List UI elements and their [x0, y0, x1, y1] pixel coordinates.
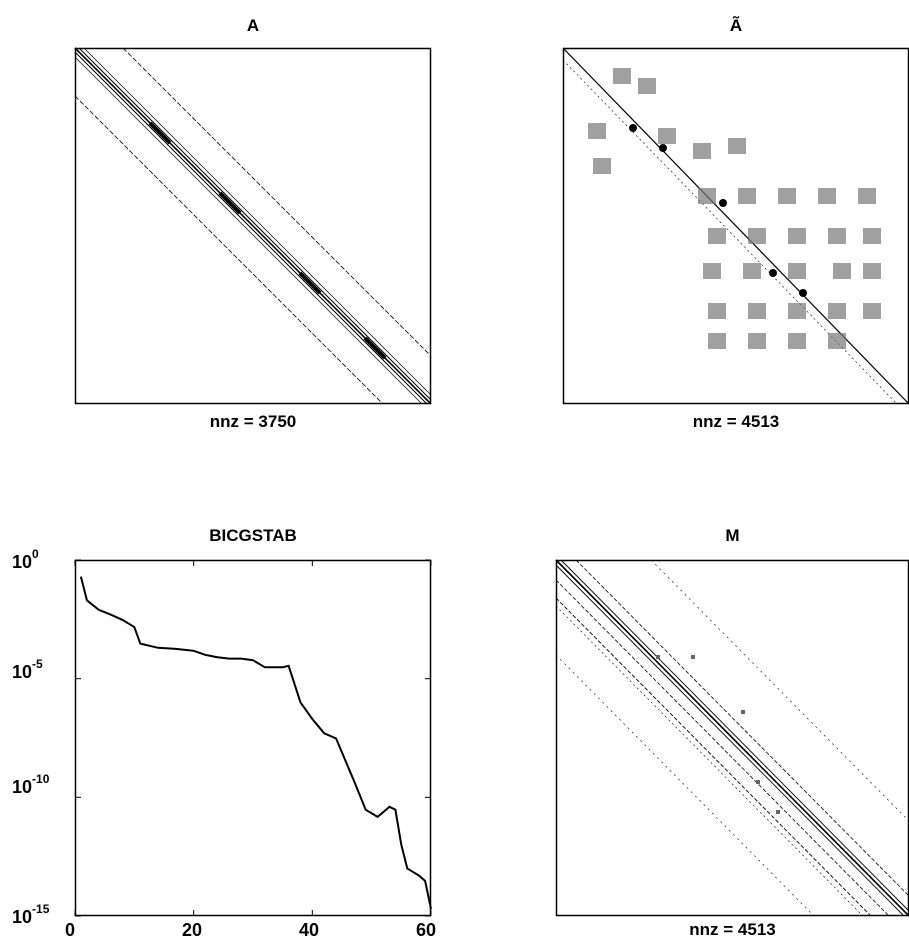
panel-a-nnz-label: nnz = 3750 — [75, 412, 431, 432]
panel-b-title: Ã — [563, 16, 909, 36]
diagonal-band-lower-3 — [556, 606, 863, 916]
diagonal-near-lower — [556, 565, 904, 916]
diagonal-band-lower — [556, 580, 889, 916]
panel-a-title: A — [75, 16, 431, 36]
dense-spot-1 — [769, 269, 777, 277]
diagonal-band-upper-2 — [84, 48, 431, 395]
diagonal-band-upper — [576, 560, 909, 896]
dense-block-23 — [828, 333, 846, 349]
dense-block-12 — [788, 263, 806, 279]
dense-block-18 — [828, 303, 846, 319]
dense-spot-3 — [629, 124, 637, 132]
plot-frame — [76, 561, 431, 916]
panel-d-nnz-label: nnz = 4513 — [556, 920, 909, 940]
scatter-block-1 — [691, 655, 695, 659]
panel-b-sparsity — [563, 48, 909, 404]
dense-block-10 — [703, 263, 721, 279]
dense-block-24 — [613, 68, 631, 84]
ytick-1: 10-5 — [12, 660, 43, 683]
diagonal-band-far-upper — [651, 560, 909, 821]
dense-block-2 — [778, 188, 796, 204]
dense-block-8 — [828, 228, 846, 244]
dense-spot-0 — [659, 144, 667, 152]
dense-segment-1 — [220, 193, 240, 213]
ytick-0: 100 — [12, 550, 39, 573]
ytick-3: 10-15 — [12, 905, 49, 928]
dense-block-3 — [818, 188, 836, 204]
xtick-1: 20 — [182, 920, 202, 941]
dense-block-14 — [863, 263, 881, 279]
diagonal-main — [563, 48, 909, 404]
dense-block-30 — [593, 158, 611, 174]
dense-block-25 — [638, 78, 656, 94]
dense-block-19 — [863, 303, 881, 319]
dense-block-0 — [698, 188, 716, 204]
ytick-2: 10-10 — [12, 775, 49, 798]
dense-block-13 — [833, 263, 851, 279]
dense-block-20 — [708, 333, 726, 349]
dense-block-9 — [863, 228, 881, 244]
scatter-block-0 — [656, 655, 660, 659]
diagonal-main — [556, 560, 909, 916]
dense-block-28 — [693, 143, 711, 159]
scatter-block-3 — [756, 780, 760, 784]
dense-block-1 — [738, 188, 756, 204]
dense-segment-3 — [365, 338, 385, 358]
dense-segment-2 — [300, 273, 320, 293]
diagonal-lower — [563, 60, 897, 404]
dense-block-26 — [588, 123, 606, 139]
dense-block-15 — [708, 303, 726, 319]
dense-block-4 — [858, 188, 876, 204]
scatter-block-2 — [741, 710, 745, 714]
xtick-3: 60 — [416, 920, 436, 941]
dense-block-7 — [788, 228, 806, 244]
panel-d-title: M — [556, 526, 909, 546]
panel-d-sparsity — [556, 560, 909, 916]
dense-segment-0 — [150, 123, 170, 143]
diagonal-band-far-lower — [556, 655, 814, 916]
diagonal-outer-upper — [123, 48, 431, 356]
panel-c-title: BICGSTAB — [75, 526, 431, 546]
diagonal-outer-lower — [75, 96, 383, 404]
dense-block-21 — [748, 333, 766, 349]
scatter-block-4 — [776, 810, 780, 814]
diagonal-band-lower-2 — [75, 57, 422, 404]
dense-spot-2 — [799, 289, 807, 297]
dense-spot-4 — [719, 199, 727, 207]
diagonal-near-upper — [561, 560, 909, 911]
panel-b-nnz-label: nnz = 4513 — [563, 412, 909, 432]
diagonal-band-lower — [75, 52, 427, 404]
diagonal-band-upper — [79, 48, 431, 400]
panel-c-plot — [75, 560, 431, 916]
dense-block-22 — [788, 333, 806, 349]
dense-block-11 — [743, 263, 761, 279]
xtick-0: 0 — [65, 920, 75, 941]
dense-block-16 — [748, 303, 766, 319]
panel-a-sparsity — [75, 48, 431, 404]
dense-block-17 — [788, 303, 806, 319]
diagonal-band-lower-2 — [556, 598, 871, 916]
xtick-2: 40 — [299, 920, 319, 941]
dense-block-5 — [708, 228, 726, 244]
dense-block-27 — [658, 128, 676, 144]
convergence-line — [81, 577, 431, 909]
dense-block-6 — [748, 228, 766, 244]
dense-block-29 — [728, 138, 746, 154]
